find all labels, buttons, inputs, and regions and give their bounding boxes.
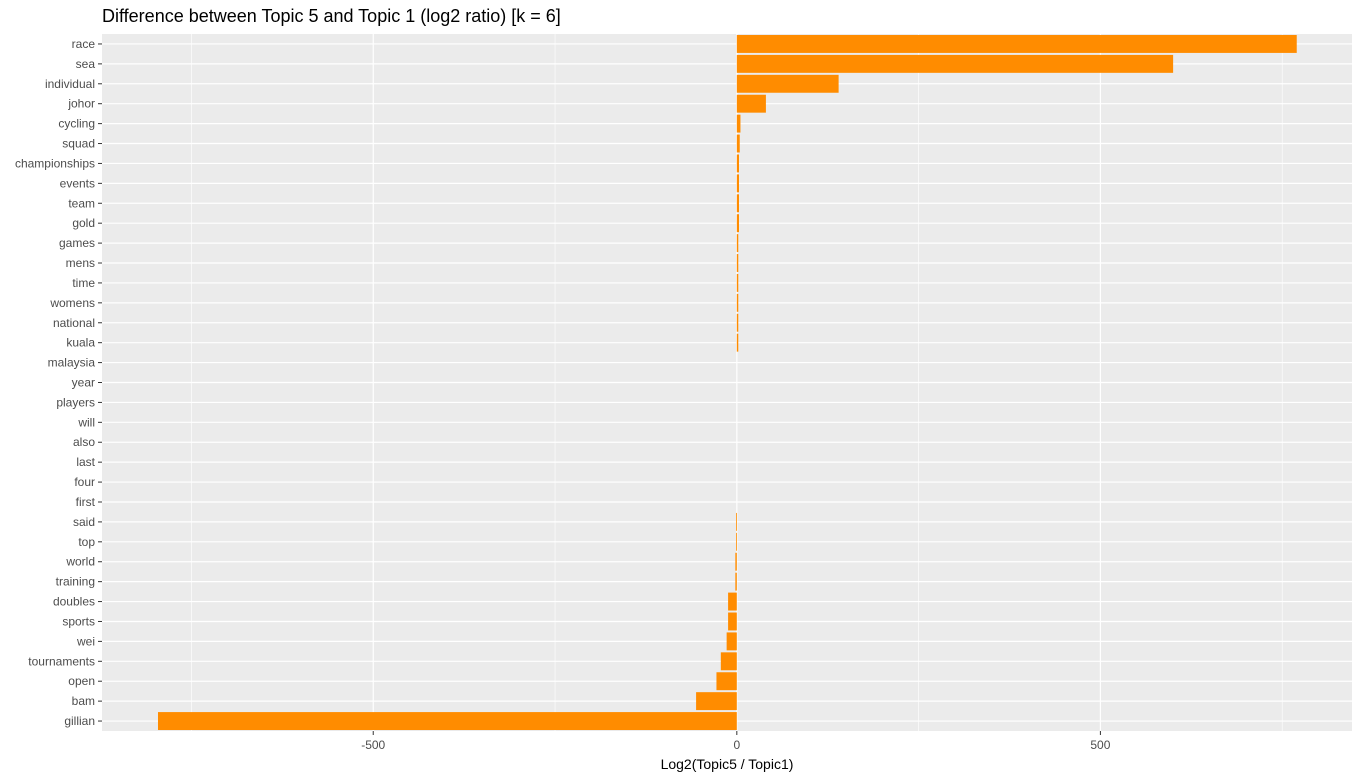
y-tick-label: training <box>56 575 95 589</box>
y-tick-label: team <box>68 196 95 210</box>
y-tick-label: tournaments <box>28 654 95 668</box>
bar-championships <box>736 154 739 173</box>
y-tick-label: kuala <box>66 336 95 350</box>
bar-open <box>716 672 737 691</box>
y-tick-label: johor <box>67 97 95 111</box>
y-tick-label: bam <box>72 694 95 708</box>
bar-gillian <box>157 712 737 731</box>
y-tick-label: sports <box>62 614 95 628</box>
bar-team <box>736 194 739 213</box>
bar-gold <box>736 214 739 233</box>
bars <box>157 34 1297 731</box>
bar-kuala <box>736 333 739 352</box>
y-tick-label: wei <box>76 634 95 648</box>
y-tick-label: individual <box>45 77 95 91</box>
bar-race <box>736 34 1297 53</box>
bar-sea <box>736 54 1174 73</box>
y-tick-label: four <box>74 475 95 489</box>
bar-national <box>736 313 739 332</box>
x-axis-title: Log2(Topic5 / Topic1) <box>661 756 794 772</box>
bar-womens <box>736 293 739 312</box>
y-tick-label: top <box>78 535 95 549</box>
y-axis-labels: race sea individual johor cycling squad champi… <box>15 37 102 728</box>
bar-doubles <box>728 592 737 611</box>
y-tick-label: players <box>56 395 95 409</box>
bar-johor <box>736 94 766 113</box>
y-tick-label: national <box>53 316 95 330</box>
bar-games <box>736 234 739 253</box>
bar-bam <box>696 692 737 711</box>
y-tick-label: doubles <box>53 595 95 609</box>
bar-wei <box>726 632 737 651</box>
x-tick-label: -500 <box>361 738 385 752</box>
y-tick-label: squad <box>62 137 95 151</box>
bar-mens <box>736 254 739 272</box>
y-tick-label: mens <box>66 256 95 270</box>
bar-cycling <box>736 114 741 133</box>
bar-top <box>736 532 737 551</box>
y-tick-label: womens <box>49 296 95 310</box>
y-tick-label: championships <box>15 156 95 170</box>
y-tick-label: world <box>65 555 95 569</box>
y-tick-label: first <box>76 495 96 509</box>
chart-title: Difference between Topic 5 and Topic 1 (… <box>102 6 561 26</box>
y-tick-label: sea <box>76 57 96 71</box>
bar-said <box>736 512 737 531</box>
bar-time <box>736 273 739 292</box>
bar-squad <box>736 134 740 153</box>
x-tick-label: 0 <box>733 738 740 752</box>
y-tick-label: year <box>72 376 95 390</box>
y-tick-label: gold <box>72 216 95 230</box>
y-tick-label: games <box>59 236 95 250</box>
bar-world <box>735 552 737 571</box>
y-tick-label: events <box>60 176 95 190</box>
bar-events <box>736 174 739 193</box>
bar-training <box>735 572 737 591</box>
bar-individual <box>736 74 839 93</box>
x-axis-labels: -500 0 500 <box>361 731 1111 752</box>
y-tick-label: will <box>77 415 95 429</box>
bar-tournaments <box>720 652 737 671</box>
y-tick-label: open <box>68 674 95 688</box>
y-tick-label: time <box>72 276 95 290</box>
y-tick-label: cycling <box>58 117 95 131</box>
y-tick-label: said <box>73 515 95 529</box>
y-tick-label: last <box>76 455 95 469</box>
y-tick-label: gillian <box>64 714 95 728</box>
x-tick-label: 500 <box>1090 738 1110 752</box>
y-tick-label: also <box>73 435 95 449</box>
y-tick-label: malaysia <box>48 356 96 370</box>
y-tick-label: race <box>72 37 96 51</box>
bar-sports <box>728 612 737 631</box>
